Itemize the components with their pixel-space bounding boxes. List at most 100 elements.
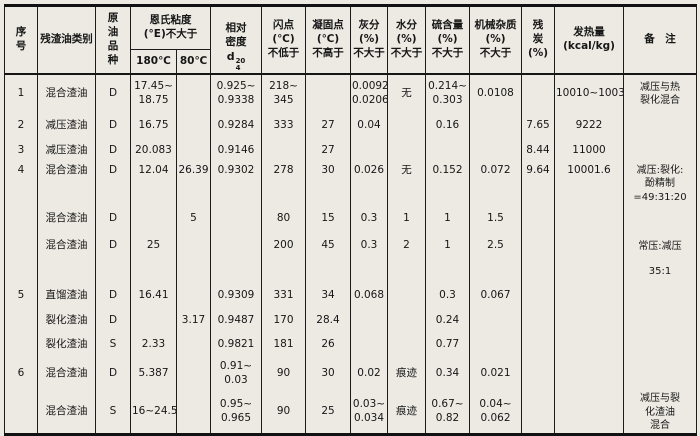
cell-remark: 减压与热 裂化混合 bbox=[623, 74, 697, 114]
cell-freeze: 15 bbox=[305, 205, 351, 234]
cell-flash: 170 bbox=[261, 309, 306, 334]
col-header-remark: 备 注 bbox=[623, 5, 697, 76]
cell-mech bbox=[469, 139, 522, 164]
cell-category: 混合渣油 bbox=[37, 357, 96, 392]
cell-visc80 bbox=[176, 113, 211, 140]
cell-category: 裂化渣油 bbox=[37, 333, 96, 358]
cell-flash: 200 bbox=[261, 233, 306, 260]
cell-ash: 0.068 bbox=[350, 283, 388, 310]
cell-heat bbox=[554, 283, 624, 310]
cell-carbon: 7.65 bbox=[521, 113, 555, 140]
col-header-carbon-residue: 残 炭 (%) bbox=[521, 5, 555, 76]
cell-mech: 0.04~ 0.062 bbox=[469, 391, 522, 435]
cell-visc80: 26.39 bbox=[176, 163, 211, 206]
cell-sulfur: 0.77 bbox=[425, 333, 470, 358]
col-header-flash-point: 闪点 (℃) 不低于 bbox=[261, 5, 306, 76]
cell-heat bbox=[554, 391, 624, 435]
cell-water: 1 bbox=[387, 205, 426, 234]
table-header: 序 号 残渣油类别 原 油 品 种 恩氏粘度 (°E)不大于 相对 密度 d 20… bbox=[4, 4, 697, 76]
cell-sulfur: 0.24 bbox=[425, 309, 470, 334]
cell-carbon: 9.64 bbox=[521, 163, 555, 206]
cell-seq bbox=[4, 391, 38, 435]
cell-density bbox=[210, 233, 262, 260]
cell-seq bbox=[4, 259, 38, 284]
cell-water bbox=[387, 283, 426, 310]
cell-freeze: 27 bbox=[305, 113, 351, 140]
cell-category bbox=[37, 259, 96, 284]
table-body: 1 混合渣油 D 17.45~ 18.75 0.925~ 0.9338 218~ 345 0… bbox=[4, 74, 697, 435]
cell-crude: S bbox=[95, 391, 131, 435]
cell-water: 痕迹 bbox=[387, 357, 426, 392]
cell-remark: 减压与裂 化渣油 混合 bbox=[623, 391, 697, 435]
cell-water: 无 bbox=[387, 163, 426, 206]
cell-ash: 0.026 bbox=[350, 163, 388, 206]
cell-visc180: 2.33 bbox=[130, 333, 177, 358]
cell-visc80 bbox=[176, 391, 211, 435]
cell-ash: 0.04 bbox=[350, 113, 388, 140]
cell-ash bbox=[350, 259, 388, 284]
cell-visc180: 20.083 bbox=[130, 139, 177, 164]
cell-carbon bbox=[521, 309, 555, 334]
cell-freeze: 34 bbox=[305, 283, 351, 310]
col-header-ash: 灰分 (%) 不大于 bbox=[350, 5, 388, 76]
cell-ash bbox=[350, 333, 388, 358]
cell-seq: 5 bbox=[4, 283, 38, 310]
table-row: 4 混合渣油 D 12.04 26.39 0.9302 278 30 0.026 无 0.152 0.… bbox=[4, 163, 697, 206]
cell-visc80 bbox=[176, 283, 211, 310]
cell-density: 0.9302 bbox=[210, 163, 262, 206]
cell-sulfur: 0.152 bbox=[425, 163, 470, 206]
cell-heat bbox=[554, 309, 624, 334]
cell-carbon bbox=[521, 283, 555, 310]
residual-oil-spec-table: 序 号 残渣油类别 原 油 品 种 恩氏粘度 (°E)不大于 相对 密度 d 20… bbox=[4, 4, 697, 436]
cell-carbon bbox=[521, 74, 555, 114]
col-header-category: 残渣油类别 bbox=[37, 5, 96, 76]
cell-water bbox=[387, 113, 426, 140]
col-header-viscosity-group: 恩氏粘度 (°E)不大于 bbox=[130, 4, 211, 51]
cell-visc180: 16.41 bbox=[130, 283, 177, 310]
cell-category: 减压渣油 bbox=[37, 113, 96, 140]
cell-density: 0.95~ 0.965 bbox=[210, 391, 262, 435]
cell-freeze: 25 bbox=[305, 391, 351, 435]
cell-mech: 2.5 bbox=[469, 233, 522, 260]
cell-heat bbox=[554, 357, 624, 392]
cell-mech: 0.021 bbox=[469, 357, 522, 392]
cell-heat bbox=[554, 333, 624, 358]
cell-crude bbox=[95, 259, 131, 284]
cell-seq bbox=[4, 309, 38, 334]
col-header-viscosity-180: 180℃ bbox=[130, 49, 177, 76]
cell-visc180: 25 bbox=[130, 233, 177, 260]
cell-freeze: 30 bbox=[305, 357, 351, 392]
cell-carbon bbox=[521, 233, 555, 260]
cell-category: 混合渣油 bbox=[37, 233, 96, 260]
cell-heat: 10010~10030 bbox=[554, 74, 624, 114]
cell-visc80 bbox=[176, 357, 211, 392]
cell-remark: 35:1 bbox=[623, 259, 697, 284]
cell-sulfur: 1 bbox=[425, 205, 470, 234]
cell-ash bbox=[350, 139, 388, 164]
cell-flash: 333 bbox=[261, 113, 306, 140]
cell-crude: D bbox=[95, 233, 131, 260]
cell-visc80 bbox=[176, 233, 211, 260]
cell-ash: 0.3 bbox=[350, 233, 388, 260]
cell-crude: D bbox=[95, 205, 131, 234]
cell-sulfur: 0.67~ 0.82 bbox=[425, 391, 470, 435]
cell-sulfur: 0.3 bbox=[425, 283, 470, 310]
cell-density: 0.91~ 0.03 bbox=[210, 357, 262, 392]
cell-seq bbox=[4, 333, 38, 358]
cell-flash bbox=[261, 139, 306, 164]
cell-density bbox=[210, 205, 262, 234]
cell-freeze bbox=[305, 259, 351, 284]
col-header-water: 水分 (%) 不大于 bbox=[387, 5, 426, 76]
cell-density: 0.9146 bbox=[210, 139, 262, 164]
cell-freeze: 26 bbox=[305, 333, 351, 358]
table-row: 35:1 bbox=[4, 259, 697, 284]
cell-category: 混合渣油 bbox=[37, 74, 96, 114]
cell-ash: 0.0092 0.0206 bbox=[350, 74, 388, 114]
cell-seq bbox=[4, 233, 38, 260]
cell-heat: 9222 bbox=[554, 113, 624, 140]
table-row: 3 减压渣油 D 20.083 0.9146 27 8.44 11000 bbox=[4, 139, 697, 164]
cell-water bbox=[387, 309, 426, 334]
cell-category: 减压渣油 bbox=[37, 139, 96, 164]
table-row: 裂化渣油 D 3.17 0.9487 170 28.4 0.24 bbox=[4, 309, 697, 334]
cell-water: 无 bbox=[387, 74, 426, 114]
